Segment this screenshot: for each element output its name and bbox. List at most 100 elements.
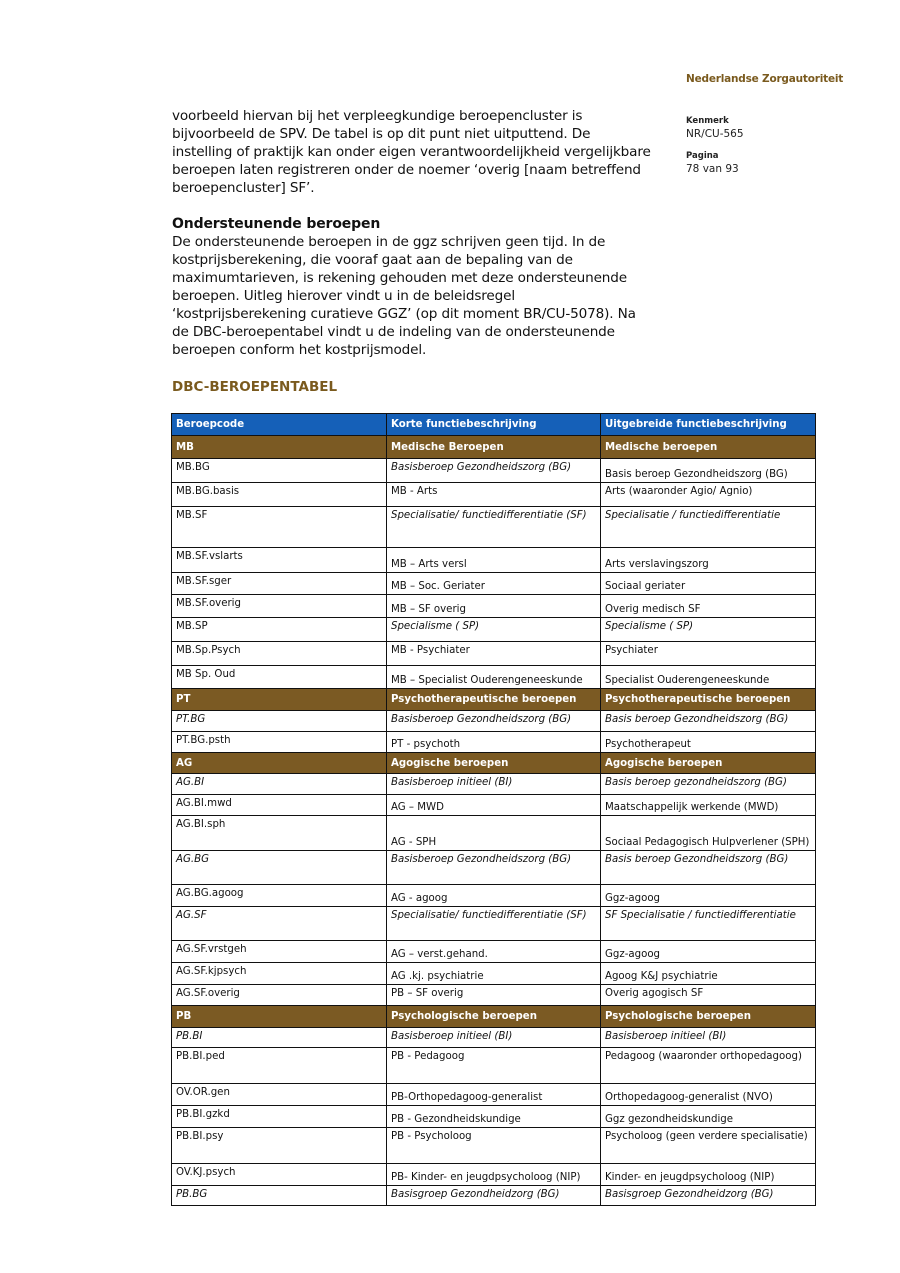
beroepcode-cell: PB.BI.ped [171,1047,387,1084]
beroepcode-cell: PT.BG [171,710,387,732]
table-row: MB.SP Specialisme ( SP) Specialisme ( SP) [171,617,816,642]
table-title: DBC-BEROEPENTABEL [172,379,338,395]
beroepcode-cell: AG.BI.sph [171,815,387,851]
uitgebreide-beschrijving-cell: Arts verslavingszorg [600,547,816,573]
beroepcode-cell: PB.BG [171,1185,387,1206]
table-row: OV.OR.gen PB-Orthopedagoog-generalist Orth… [171,1083,816,1106]
uitgebreide-beschrijving-cell: Pedagoog (waaronder orthopedagoog) [600,1047,816,1084]
beroepcode-cell: AG.BG [171,850,387,885]
paragraph: voorbeeld hiervan bij het verpleegkundig… [172,108,651,196]
korte-beschrijving-cell: AG .kj. psychiatrie [386,962,601,985]
beroepcode-cell: MB.SF [171,506,387,548]
korte-beschrijving-cell: PB - Psycholoog [386,1127,601,1164]
korte-beschrijving-cell: AG – verst.gehand. [386,940,601,963]
uitgebreide-beschrijving-cell: Basisgroep Gezondheidzorg (BG) [600,1185,816,1206]
kenmerk-value: NR/CU-565 [686,128,744,140]
korte-beschrijving-cell: MB – SF overig [386,594,601,618]
uitgebreide-beschrijving-cell: Agogische beroepen [600,752,816,774]
uitgebreide-beschrijving-cell: Sociaal Pedagogisch Hulpverlener (SPH) [600,815,816,851]
korte-beschrijving-cell: AG - SPH [386,815,601,851]
beroepcode-cell: PB [171,1005,387,1028]
korte-beschrijving-cell: Basisberoep initieel (BI) [386,773,601,795]
table-row: MB.BG Basisberoep Gezondheidszorg (BG) Bas… [171,458,816,483]
korte-beschrijving-cell: PT - psychoth [386,731,601,753]
uitgebreide-beschrijving-cell: Basis beroep gezondheidszorg (BG) [600,773,816,795]
beroepcode-cell: PT.BG.psth [171,731,387,753]
korte-beschrijving-cell: Specialisatie/ functiedifferentiatie (SF… [386,506,601,548]
uitgebreide-beschrijving-cell: Basis beroep Gezondheidszorg (BG) [600,710,816,732]
korte-beschrijving-cell: MB – Specialist Ouderengeneeskunde [386,665,601,689]
uitgebreide-beschrijving-cell: Psychologische beroepen [600,1005,816,1028]
table-section-row: PB Psychologische beroepen Psychologische … [171,1005,816,1028]
uitgebreide-beschrijving-cell: SF Specialisatie / functiedifferentiatie [600,906,816,941]
column-header: Korte functiebeschrijving [386,413,601,436]
korte-beschrijving-cell: Basisberoep Gezondheidszorg (BG) [386,850,601,885]
korte-beschrijving-cell: PB- Kinder- en jeugdpsycholoog (NIP) [386,1163,601,1186]
kenmerk-label: Kenmerk [686,116,729,126]
table-row: AG.BG.agoog AG - agoog Ggz-agoog [171,884,816,907]
uitgebreide-beschrijving-cell: Basis beroep Gezondheidszorg (BG) [600,850,816,885]
beroepcode-cell: AG.SF.kjpsych [171,962,387,985]
uitgebreide-beschrijving-cell: Overig medisch SF [600,594,816,618]
table-row: MB.SF.vslarts MB – Arts versl Arts verslav… [171,547,816,573]
korte-beschrijving-cell: MB – Arts versl [386,547,601,573]
table-row: MB.SF.sger MB – Soc. Geriater Sociaal geri… [171,572,816,595]
table-row: PB.BI.ped PB - Pedagoog Pedagoog (waaronde… [171,1047,816,1084]
korte-beschrijving-cell: Psychotherapeutische beroepen [386,688,601,711]
beroepcode-cell: AG.BI [171,773,387,795]
table-row: OV.KJ.psych PB- Kinder- en jeugdpsycholoo… [171,1163,816,1186]
beroepcode-cell: PB.BI [171,1027,387,1048]
korte-beschrijving-cell: MB - Arts [386,482,601,507]
table-section-row: AG Agogische beroepen Agogische beroepen [171,752,816,774]
uitgebreide-beschrijving-cell: Specialist Ouderengeneeskunde [600,665,816,689]
organisation-name: Nederlandse Zorgautoriteit [686,73,844,85]
column-header: Beroepcode [171,413,387,436]
table-row: PT.BG.psth PT - psychoth Psychotherapeut [171,731,816,753]
korte-beschrijving-cell: Basisberoep initieel (BI) [386,1027,601,1048]
table-row: AG.SF.vrstgeh AG – verst.gehand. Ggz-agoog [171,940,816,963]
beroepcode-cell: PT [171,688,387,711]
table-row: MB Sp. Oud MB – Specialist Ouderengeneesk… [171,665,816,689]
beroepcode-cell: MB.SF.sger [171,572,387,595]
beroepcode-cell: AG.SF [171,906,387,941]
korte-beschrijving-cell: AG - agoog [386,884,601,907]
korte-beschrijving-cell: Basisberoep Gezondheidszorg (BG) [386,458,601,483]
korte-beschrijving-cell: MB - Psychiater [386,641,601,666]
beroepcode-cell: PB.BI.psy [171,1127,387,1164]
paragraph: De ondersteunende beroepen in de ggz sch… [172,234,636,358]
beroepcode-cell: MB.SF.vslarts [171,547,387,573]
beroepcode-cell: AG.BI.mwd [171,794,387,816]
beroepcode-cell: PB.BI.gzkd [171,1105,387,1128]
body-text: voorbeeld hiervan bij het verpleegkundig… [172,107,652,359]
uitgebreide-beschrijving-cell: Medische beroepen [600,435,816,459]
korte-beschrijving-cell: Basisgroep Gezondheidzorg (BG) [386,1185,601,1206]
beroepcode-cell: AG.BG.agoog [171,884,387,907]
table-row: PB.BI.gzkd PB - Gezondheidskundige Ggz gez… [171,1105,816,1128]
beroepcode-cell: MB.BG [171,458,387,483]
table-row: PB.BI Basisberoep initieel (BI) Basisberoe… [171,1027,816,1048]
table-row: MB.Sp.Psych MB - Psychiater Psychiater [171,641,816,666]
table-row: AG.BG Basisberoep Gezondheidszorg (BG) Bas… [171,850,816,885]
table-row: AG.BI Basisberoep initieel (BI) Basis bero… [171,773,816,795]
beroepcode-cell: OV.OR.gen [171,1083,387,1106]
korte-beschrijving-cell: AG – MWD [386,794,601,816]
uitgebreide-beschrijving-cell: Ggz-agoog [600,884,816,907]
uitgebreide-beschrijving-cell: Psychotherapeut [600,731,816,753]
table-row: PB.BG Basisgroep Gezondheidzorg (BG) Basis… [171,1185,816,1206]
uitgebreide-beschrijving-cell: Sociaal geriater [600,572,816,595]
korte-beschrijving-cell: PB - Gezondheidskundige [386,1105,601,1128]
beroepcode-cell: AG.SF.overig [171,984,387,1006]
beroepcode-cell: MB.SP [171,617,387,642]
korte-beschrijving-cell: Medische Beroepen [386,435,601,459]
korte-beschrijving-cell: MB – Soc. Geriater [386,572,601,595]
uitgebreide-beschrijving-cell: Overig agogisch SF [600,984,816,1006]
korte-beschrijving-cell: PB-Orthopedagoog-generalist [386,1083,601,1106]
korte-beschrijving-cell: Agogische beroepen [386,752,601,774]
table-section-row: MB Medische Beroepen Medische beroepen [171,435,816,459]
uitgebreide-beschrijving-cell: Maatschappelijk werkende (MWD) [600,794,816,816]
table-row: AG.BI.sph AG - SPH Sociaal Pedagogisch Hul… [171,815,816,851]
pagina-value: 78 van 93 [686,163,739,175]
document-meta: Kenmerk NR/CU-565 Pagina 78 van 93 [686,115,744,176]
uitgebreide-beschrijving-cell: Ggz-agoog [600,940,816,963]
